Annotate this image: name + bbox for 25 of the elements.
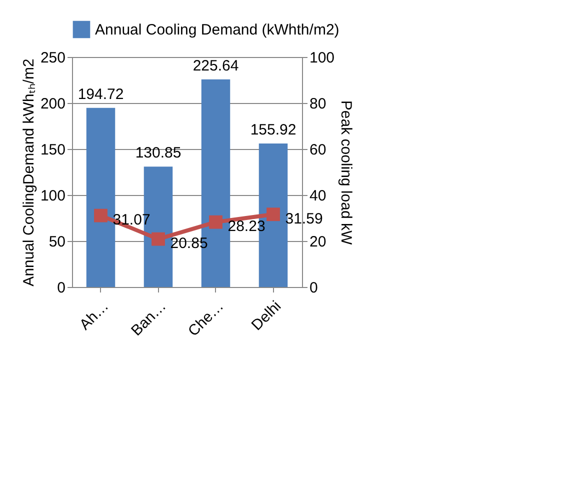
- x-tick-label: Ah…: [76, 298, 112, 334]
- y2-tick-label: 80: [310, 96, 326, 112]
- y-tick-label: 250: [40, 50, 66, 66]
- data-label: 155.92: [250, 122, 296, 139]
- y-tick-label: 150: [40, 142, 66, 158]
- bar: [86, 108, 116, 287]
- point: [152, 232, 165, 246]
- y2-tick-label: 0: [310, 280, 318, 296]
- point: [209, 215, 222, 229]
- y-tick-label: 200: [40, 96, 66, 112]
- y2-axis-title: Peak cooling load kW: [338, 100, 355, 246]
- point: [266, 208, 280, 222]
- y2-tick-label: 40: [310, 188, 326, 204]
- y2-tick-label: 20: [310, 234, 326, 250]
- data-label: 225.64: [192, 57, 239, 74]
- y-tick-label: 0: [57, 280, 66, 296]
- legend-label: Annual Cooling Demand (kWhth/m2): [95, 22, 340, 38]
- y-tick-label: 100: [40, 188, 66, 204]
- y2-tick-label: 100: [310, 50, 335, 66]
- point: [94, 208, 108, 222]
- data-label: 194.72: [78, 86, 124, 103]
- y-tick-label: 50: [48, 234, 66, 250]
- y-axis-title: Annual CoolingDemand kWhₜₕ/m2: [20, 58, 38, 286]
- y2-tick-label: 60: [310, 142, 326, 158]
- data-label: 130.85: [135, 144, 182, 162]
